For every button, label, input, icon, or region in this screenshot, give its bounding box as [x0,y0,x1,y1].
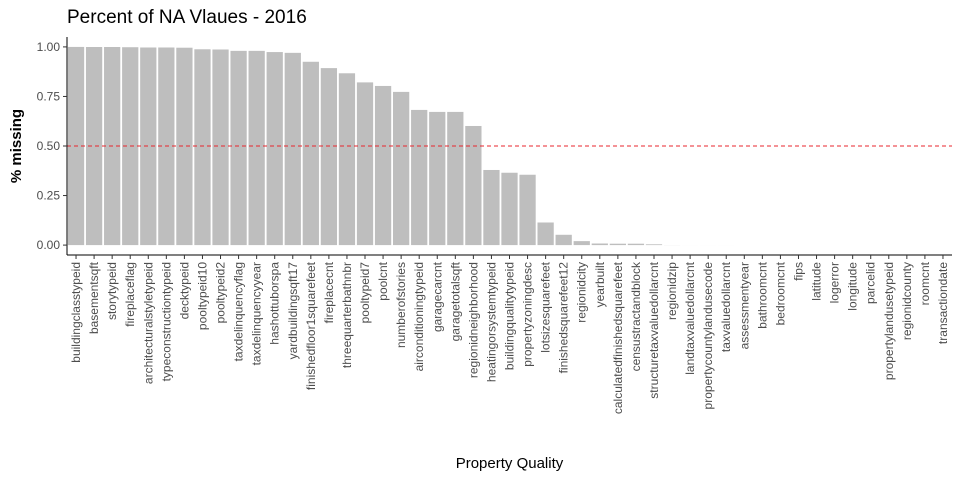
x-tick-label: basementsqft [87,261,101,334]
bar-decktypeid [176,47,193,246]
x-tick-label: lotsizesquarefeet [539,261,553,352]
bar-structuretaxvaluedollarcnt [645,244,663,246]
x-tick-label: landtaxvaluedollarcnt [683,261,697,374]
bar-garagecarcnt [429,111,446,246]
x-tick-label: latitude [810,262,824,301]
x-tick-label: regionidneighborhood [466,262,480,378]
y-tick-label: 0.25 [37,189,61,203]
x-tick-label: longitude [846,262,860,311]
x-tick-label: taxvaluedollarcnt [719,261,733,352]
bar-regionidneighborhood [465,125,482,246]
x-tick-label: fips [791,262,805,281]
bar-airconditioningtypeid [411,109,428,246]
x-tick-label: regionidcity [575,262,589,323]
x-tick-label: parcelid [864,262,878,304]
bar-architecturalstyletypeid [140,47,157,246]
x-tick-label: fireplaceflag [123,262,137,327]
bar-yardbuildingsqft17 [284,52,301,246]
bar-basementsqft [85,47,103,246]
y-tick-label: 1.00 [37,40,61,54]
y-tick-label: 0.00 [37,238,61,252]
bar-poolcnt [374,85,392,246]
x-tick-label: decktypeid [177,262,191,319]
x-tick-label: propertycountylandusecode [701,262,715,410]
x-tick-label: threequarterbathnbr [340,262,354,368]
x-axis-ticks: buildingclasstypeid basementsqft storytype… [69,255,950,414]
bar-censustractandblock [627,243,645,246]
x-tick-label: storytypeid [105,262,119,320]
x-tick-label: yardbuildingsqft17 [286,262,300,360]
x-tick-label: finishedsquarefeet12 [557,262,571,374]
bar-finishedfloor1squarefeet [302,61,319,246]
x-tick-label: garagecarcnt [430,261,444,332]
bar-buildingqualitytypeid [501,172,518,246]
x-tick-label: propertylandusetypeid [882,262,896,380]
x-tick-label: regionidzip [665,262,679,320]
bar-pooltypeid2 [212,49,229,246]
x-axis-title: Property Quality [456,455,564,472]
x-tick-label: fireplacecnt [322,261,336,323]
bar-pooltypeid10 [194,49,211,246]
x-tick-label: garagetotalsqft [448,261,462,341]
bar-lotsizesquarefeet [537,222,554,246]
x-tick-label: architecturalstyletypeid [141,262,155,384]
x-tick-label: hashottuborspa [268,262,282,345]
x-tick-label: pooltypeid2 [214,262,228,324]
chart-title: Percent of NA Vlaues - 2016 [67,7,307,28]
x-tick-label: roomcnt [918,261,932,305]
x-tick-label: propertyzoningdesc [521,262,535,367]
x-tick-label: transactiondate [936,262,950,344]
x-tick-label: taxdelinquencyflag [232,262,246,361]
x-tick-label: assessmentyear [737,262,751,349]
bar-hashottuborspa [266,52,283,246]
bar-taxdelinquencyyear [248,50,265,246]
x-tick-label: finishedfloor1squarefeet [304,261,318,390]
x-tick-label: airconditioningtypeid [412,262,426,371]
y-axis-ticks: 0.00 0.25 0.50 0.75 1.00 [37,40,67,252]
bar-fireplacecnt [320,68,338,246]
x-tick-label: calculatedfinishedsquarefeet [611,261,625,414]
x-tick-label: bathroomcnt [755,261,769,328]
x-tick-label: pooltypeid10 [195,262,209,330]
bar-numberofstories [393,91,410,246]
x-tick-label: taxdelinquencyyear [250,262,264,365]
bar-calculatedfinishedsquarefeet [609,243,626,246]
bar-regionidcity [573,241,590,246]
x-tick-label: structuretaxvaluedollarcnt [647,261,661,398]
x-tick-label: buildingclasstypeid [69,262,83,363]
x-tick-label: numberofstories [394,262,408,348]
x-tick-label: yearbuilt [593,261,607,307]
bar-taxdelinquencyflag [230,50,247,246]
bar-propertyzoningdesc [519,174,536,246]
x-tick-label: typeconstructiontypeid [159,262,173,381]
bar-yearbuilt [591,243,608,246]
x-tick-label: logerror [828,262,842,303]
bar-pooltypeid7 [356,82,374,246]
x-tick-label: regionidcounty [900,262,914,340]
x-tick-label: censustractandblock [629,261,643,371]
x-tick-label: pooltypeid7 [358,262,372,324]
x-tick-label: poolcnt [376,261,390,300]
bar-garagetotalsqft [447,111,464,246]
bar-threequarterbathnbr [338,73,356,246]
y-tick-label: 0.50 [37,139,61,153]
y-axis-title: % missing [8,109,25,183]
y-tick-label: 0.75 [37,89,61,103]
bar-finishedsquarefeet12 [555,234,572,246]
bar-heatingorsystemtypeid [483,169,500,246]
x-tick-label: buildingqualitytypeid [503,262,517,370]
x-tick-label: bedroomcnt [773,261,787,325]
x-tick-label: heatingorsystemtypeid [484,262,498,382]
